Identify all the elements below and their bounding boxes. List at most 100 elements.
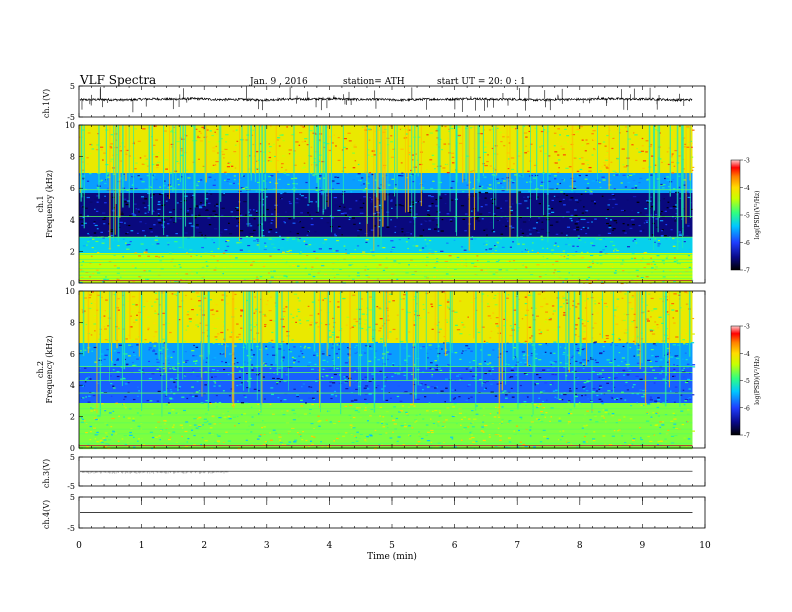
spectral-pixel [248, 211, 250, 213]
spectral-pixel [599, 186, 602, 189]
spectral-pixel [635, 159, 638, 162]
spectral-pixel [125, 338, 128, 340]
spectral-pixel [562, 314, 567, 316]
spectral-pixel [570, 324, 573, 326]
spectral-pixel [259, 143, 262, 145]
spectral-pixel [285, 392, 288, 395]
spectral-pixel [344, 381, 349, 383]
spectral-pixel [486, 242, 490, 244]
spectral-pixel [122, 403, 124, 406]
spectral-pixel [430, 187, 434, 190]
spectral-pixel [302, 263, 307, 265]
spectral-pixel [621, 297, 624, 299]
spectral-pixel [604, 155, 608, 158]
spectral-pixel [155, 154, 159, 156]
spectral-pixel [332, 250, 336, 252]
spectral-pixel [192, 369, 195, 371]
spectral-pixel [228, 395, 232, 397]
spectral-pixel [565, 362, 569, 365]
spectral-pixel [195, 324, 199, 326]
spectral-pixel [621, 148, 625, 150]
spectral-pixel [375, 350, 378, 352]
spectral-pixel [678, 241, 681, 243]
spectral-pixel [226, 166, 230, 168]
spectral-row [79, 243, 693, 246]
spectral-pixel [300, 212, 303, 214]
spectral-pixel [481, 185, 484, 187]
spectral-pixel [442, 363, 446, 365]
spectral-pixel [688, 248, 691, 251]
spectral-pixel [96, 144, 99, 146]
spectral-pixel [238, 190, 242, 192]
spectral-pixel [659, 359, 663, 361]
spectral-pixel [507, 294, 510, 296]
spectral-pixel [423, 316, 427, 318]
spectral-pixel [692, 317, 695, 320]
spectral-pixel [360, 298, 363, 300]
spectral-pixel [449, 259, 452, 261]
spectral-pixel [421, 204, 425, 206]
spectral-pixel [580, 257, 584, 259]
spectral-pixel [558, 398, 562, 400]
spectral-pixel [574, 186, 577, 188]
spectral-pixel [191, 429, 194, 431]
spectral-pixel [574, 279, 577, 281]
spectral-pixel [546, 344, 549, 347]
spectral-pixel [685, 359, 688, 361]
spectral-pixel [680, 334, 683, 336]
spectral-pixel [124, 242, 127, 244]
spectral-pixel [80, 264, 83, 266]
spectral-pixel [115, 432, 118, 435]
spectral-pixel [278, 436, 282, 438]
spectral-pixel [636, 147, 639, 150]
spectral-pixel [297, 237, 301, 240]
spectral-pixel [540, 371, 543, 373]
spectral-pixel [551, 199, 554, 202]
spectral-pixel [653, 341, 657, 343]
spectral-pixel [224, 326, 228, 329]
spectral-pixel [281, 238, 285, 240]
spectral-pixel [583, 425, 587, 427]
spectral-pixel [608, 377, 611, 379]
sferic-streak [530, 125, 531, 219]
spectral-pixel [146, 300, 149, 302]
spectral-pixel [236, 218, 240, 220]
spectral-pixel [410, 169, 413, 172]
spectral-pixel [542, 291, 546, 293]
spectral-pixel [554, 269, 557, 271]
spectral-row [79, 203, 693, 206]
spectral-pixel [385, 432, 388, 434]
spectral-pixel [181, 396, 185, 398]
spectral-pixel [234, 167, 237, 169]
spectral-pixel [297, 220, 300, 222]
spectral-pixel [675, 191, 679, 194]
spectral-pixel [360, 177, 364, 179]
spectral-pixel [164, 159, 169, 161]
spectral-pixel [364, 376, 367, 378]
spectral-pixel [336, 367, 339, 370]
spectral-pixel [531, 335, 534, 337]
spectral-pixel [508, 247, 510, 250]
spectral-pixel [105, 276, 107, 278]
spectral-pixel [157, 244, 161, 247]
spectral-pixel [352, 179, 355, 181]
spectral-pixel [361, 126, 364, 128]
spectral-pixel [471, 375, 476, 377]
spectral-pixel [613, 220, 617, 222]
spectral-pixel [615, 323, 619, 325]
spectral-pixel [391, 247, 394, 250]
spectral-pixel [111, 417, 115, 420]
spectral-pixel [636, 244, 639, 246]
sferic-streak [320, 125, 321, 175]
spectral-pixel [298, 144, 301, 146]
spectral-pixel [276, 125, 279, 127]
spectral-pixel [505, 218, 509, 220]
spectral-pixel [276, 382, 279, 384]
spectral-pixel [558, 220, 561, 222]
spectral-pixel [638, 182, 641, 184]
spectral-pixel [85, 432, 88, 434]
spectral-pixel [527, 360, 530, 362]
spectral-pixel [82, 206, 85, 208]
sferic-streak [618, 125, 620, 175]
spectral-pixel [276, 139, 279, 141]
